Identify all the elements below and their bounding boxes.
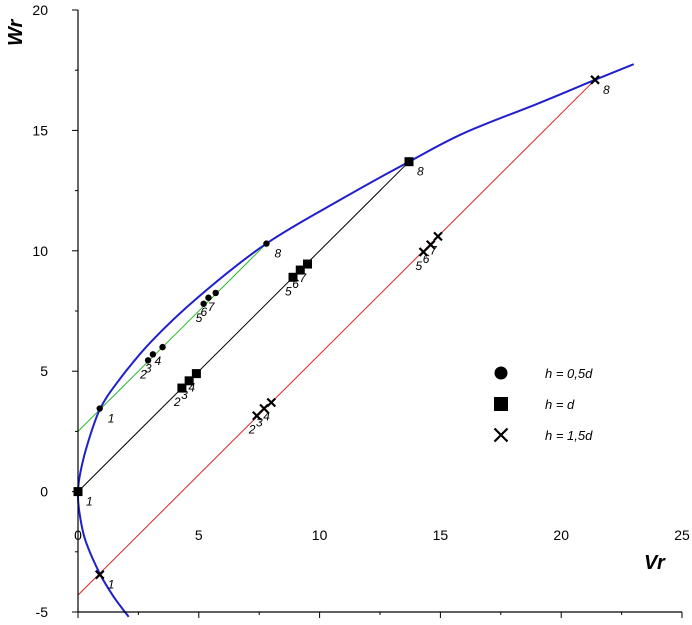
series-lines — [77, 79, 596, 596]
circle-marker — [212, 289, 219, 297]
x-tick-label: 15 — [433, 527, 449, 543]
point-label: 6 — [200, 305, 207, 319]
x-tick-label: 0 — [74, 527, 82, 543]
point-label: 4 — [188, 381, 195, 395]
point-label: 2 — [173, 395, 181, 409]
data-markers — [73, 75, 600, 580]
legend-label: h = d — [545, 397, 575, 412]
point-label: 1 — [108, 578, 115, 592]
y-tick-label: -5 — [36, 604, 49, 620]
circle-marker — [200, 300, 207, 307]
point-label: 8 — [603, 83, 610, 97]
square-marker — [177, 383, 187, 393]
point-label: 7 — [300, 271, 308, 285]
point-label: 1 — [108, 412, 115, 426]
y-tick-label: 5 — [40, 363, 48, 379]
line-half-d — [77, 243, 267, 432]
point-label: 5 — [415, 259, 422, 273]
point-label: 3 — [256, 416, 263, 430]
point-label: 3 — [181, 388, 188, 402]
point-label: 5 — [196, 311, 203, 325]
boundary-curve-group — [76, 63, 635, 618]
x-tick-label: 10 — [312, 527, 328, 543]
point-label: 7 — [208, 300, 216, 314]
cross-marker — [433, 231, 443, 242]
circle-marker — [159, 343, 166, 351]
x-tick-label: 25 — [674, 527, 690, 543]
point-label: 8 — [274, 247, 281, 261]
line-one-and-half-d — [77, 79, 596, 596]
point-label: 6 — [423, 252, 430, 266]
square-marker — [191, 369, 201, 379]
square-marker — [73, 487, 83, 497]
x-tick-label: 20 — [553, 527, 569, 543]
y-tick-label: 10 — [32, 243, 48, 259]
x-tick-label: 5 — [195, 527, 203, 543]
legend-label: h = 0,5d — [545, 366, 593, 381]
circle-marker — [144, 357, 152, 364]
x-axis-title: Vr — [644, 552, 666, 574]
circle-marker — [96, 405, 103, 412]
point-label: 5 — [285, 284, 292, 298]
point-label: 3 — [145, 361, 152, 375]
point-label: 2 — [139, 367, 147, 381]
circle-marker — [494, 366, 508, 380]
cross-marker — [418, 247, 429, 257]
y-axis-title: Wr — [5, 18, 27, 46]
circle-marker — [263, 240, 270, 247]
cross-marker — [94, 569, 105, 580]
cross-marker — [425, 240, 436, 250]
point-label: 1 — [86, 495, 93, 509]
circle-marker — [205, 294, 212, 301]
cross-marker — [590, 75, 600, 85]
square-marker — [303, 259, 313, 269]
point-label: 7 — [430, 243, 438, 257]
line-d — [77, 161, 410, 492]
y-tick-label: 0 — [40, 484, 48, 500]
cross-marker — [493, 427, 509, 443]
point-label: 8 — [417, 165, 424, 179]
point-label: 2 — [248, 423, 256, 437]
point-label: 4 — [263, 410, 270, 424]
y-tick-label: 20 — [32, 2, 48, 18]
legend: h = 0,5d h = d h = 1,5d — [493, 366, 593, 443]
legend-label: h = 1,5d — [545, 428, 593, 443]
circle-marker — [149, 351, 157, 358]
y-tick-label: 15 — [32, 122, 48, 138]
square-marker — [295, 265, 305, 275]
square-marker — [288, 272, 298, 282]
cross-marker — [252, 410, 262, 421]
square-marker — [184, 376, 194, 386]
cross-marker — [266, 397, 277, 408]
boundary-curve — [76, 63, 635, 618]
point-label: 4 — [155, 354, 162, 368]
point-label: 6 — [292, 277, 299, 291]
square-marker — [494, 397, 508, 411]
square-marker — [404, 157, 414, 167]
